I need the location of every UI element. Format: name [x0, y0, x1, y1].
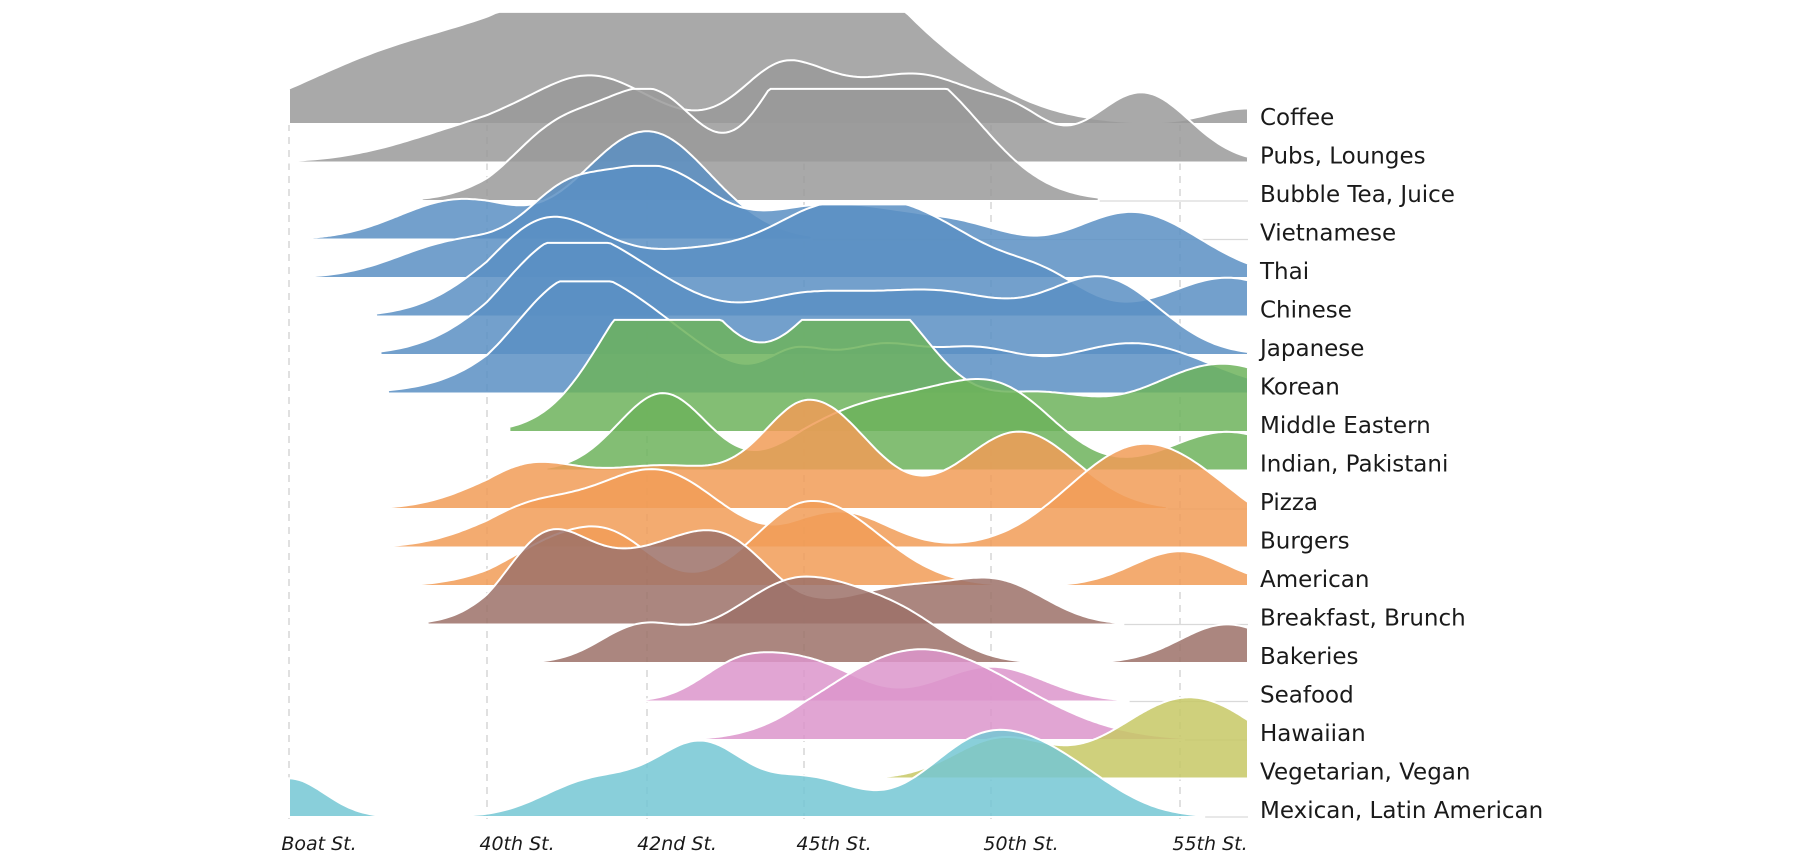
row-label: Vietnamese — [1260, 221, 1396, 247]
row-label: Burgers — [1260, 529, 1350, 555]
row-label: Korean — [1260, 375, 1340, 401]
row-label: Chinese — [1260, 298, 1352, 324]
ridge-breakfast-brunch — [426, 528, 1125, 626]
row-label: Hawaiian — [1260, 721, 1366, 747]
ridge-pizza — [381, 398, 1168, 510]
x-tick-label: 40th St. — [479, 833, 554, 855]
x-tick-label: 42nd St. — [637, 833, 717, 855]
row-label: Thai — [1259, 259, 1309, 285]
row-label: Pubs, Lounges — [1260, 144, 1426, 170]
row-label-layer: Coffee Pubs, Lounges Bubble Tea, Juice Viet… — [1258, 105, 1543, 824]
row-label: Seafood — [1260, 683, 1354, 709]
x-axis-tick-labels: Boat St. 40th St. 42nd St. 45th St. 50th St.… — [281, 833, 1247, 855]
row-label: Breakfast, Brunch — [1260, 606, 1466, 632]
ridge-middle-eastern — [508, 318, 1249, 433]
x-tick-label: Boat St. — [281, 833, 356, 855]
ridge-bakeries — [534, 575, 1249, 664]
row-label: Indian, Pakistani — [1260, 452, 1448, 478]
ridge-hawaiian — [702, 648, 1185, 741]
row-label: Middle Eastern — [1260, 413, 1431, 439]
row-label: Bubble Tea, Juice — [1260, 182, 1455, 208]
ridge-layer — [288, 10, 1249, 818]
row-label: Mexican, Latin American — [1260, 798, 1543, 824]
x-tick-label: 55th St. — [1172, 833, 1247, 855]
row-label: Vegetarian, Vegan — [1260, 760, 1470, 786]
ridge-mexican-latin-american — [288, 728, 1206, 818]
row-label: Pizza — [1260, 490, 1318, 516]
x-tick-label: 45th St. — [796, 833, 871, 855]
row-label: Coffee — [1260, 105, 1334, 131]
row-label: Bakeries — [1260, 644, 1359, 670]
x-tick-label: 50th St. — [983, 833, 1058, 855]
row-label: Japanese — [1258, 336, 1364, 362]
row-label: American — [1260, 567, 1369, 593]
